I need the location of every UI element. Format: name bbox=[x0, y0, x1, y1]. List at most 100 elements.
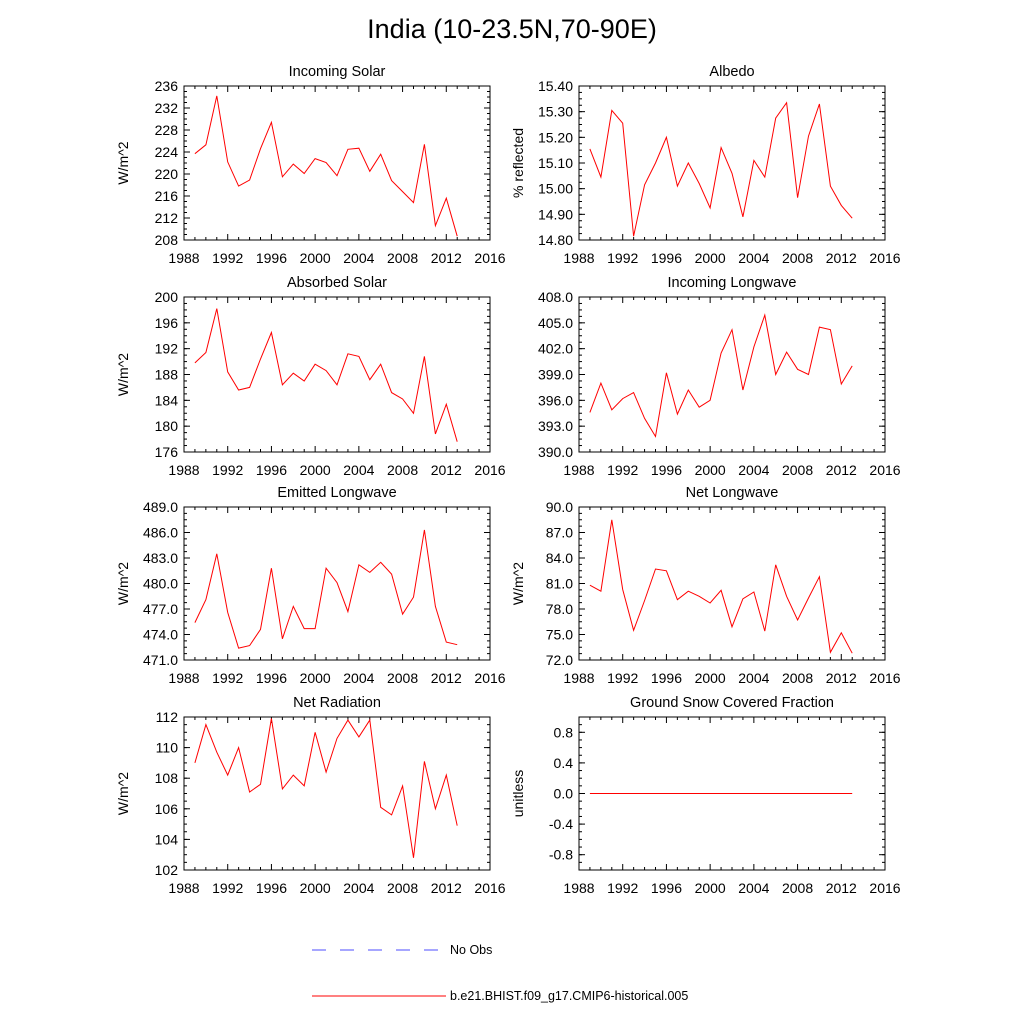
y-tick-label: 0.0 bbox=[554, 786, 574, 802]
chart-ground-snow-covered-fraction: Ground Snow Covered Fraction unitless 1988… bbox=[510, 695, 901, 896]
y-tick-label: 408.0 bbox=[538, 289, 573, 305]
y-tick-label: 405.0 bbox=[538, 315, 573, 331]
x-tick-label: 1996 bbox=[256, 880, 287, 896]
y-tick-label: 192 bbox=[155, 341, 179, 357]
y-tick-label: 14.90 bbox=[538, 206, 573, 222]
y-axis-label: % reflected bbox=[510, 128, 526, 198]
plot-frame bbox=[183, 85, 491, 241]
chart-net-longwave: Net Longwave W/m^2 1988 1992 1996 2000 2004 200… bbox=[510, 485, 901, 686]
x-tick-label: 2004 bbox=[343, 670, 374, 686]
plot-frame bbox=[578, 85, 886, 241]
x-tick-label: 1988 bbox=[563, 462, 594, 478]
x-tick-label: 2008 bbox=[387, 462, 418, 478]
y-tick-label: 489.0 bbox=[143, 499, 178, 515]
page-title: India (10-23.5N,70-90E) bbox=[367, 14, 657, 44]
y-tick-label: 232 bbox=[155, 100, 179, 116]
y-tick-label: 393.0 bbox=[538, 418, 573, 434]
x-tick-label: 1992 bbox=[212, 462, 243, 478]
x-tick-label: 1988 bbox=[168, 880, 199, 896]
y-tick-label: 486.0 bbox=[143, 525, 178, 541]
y-tick-label: 75.0 bbox=[546, 627, 573, 643]
x-tick-label: 2008 bbox=[387, 670, 418, 686]
x-tick-label: 2000 bbox=[695, 880, 726, 896]
x-tick-label: 2008 bbox=[782, 462, 813, 478]
x-tick-label: 2016 bbox=[869, 670, 900, 686]
x-tick-label: 1992 bbox=[212, 880, 243, 896]
y-tick-label: 72.0 bbox=[546, 652, 573, 668]
series-line bbox=[194, 718, 458, 858]
y-tick-label: 176 bbox=[155, 444, 179, 460]
y-tick-label: 471.0 bbox=[143, 652, 178, 668]
x-tick-label: 2004 bbox=[343, 880, 374, 896]
x-tick-label: 2016 bbox=[474, 670, 505, 686]
x-tick-label: 2012 bbox=[826, 250, 857, 266]
y-tick-label: 15.30 bbox=[538, 104, 573, 120]
x-tick-label: 1996 bbox=[651, 462, 682, 478]
x-tick-label: 2016 bbox=[474, 462, 505, 478]
y-axis-label: W/m^2 bbox=[115, 141, 131, 184]
x-tick-label: 1988 bbox=[168, 670, 199, 686]
y-tick-label: 84.0 bbox=[546, 550, 573, 566]
legend: No Obs b.e21.BHIST.f09_g17.CMIP6-histori… bbox=[312, 943, 688, 1003]
y-tick-label: 15.10 bbox=[538, 155, 573, 171]
plot-frame bbox=[183, 296, 491, 453]
x-tick-label: 2012 bbox=[826, 880, 857, 896]
y-tick-label: 480.0 bbox=[143, 576, 178, 592]
y-axis-label: W/m^2 bbox=[510, 562, 526, 605]
y-tick-label: 87.0 bbox=[546, 525, 573, 541]
x-tick-label: 1988 bbox=[168, 462, 199, 478]
chart-title: Incoming Solar bbox=[289, 64, 386, 80]
y-tick-label: 216 bbox=[155, 188, 179, 204]
y-tick-label: 184 bbox=[155, 392, 179, 408]
y-tick-label: -0.8 bbox=[549, 847, 573, 863]
x-tick-label: 2012 bbox=[431, 670, 462, 686]
x-tick-label: 2004 bbox=[738, 670, 769, 686]
x-tick-label: 2016 bbox=[869, 250, 900, 266]
x-tick-label: 2000 bbox=[695, 462, 726, 478]
chart-emitted-longwave: Emitted Longwave W/m^2 1988 1992 1996 2000 200… bbox=[115, 485, 506, 686]
series-line bbox=[589, 519, 853, 654]
x-tick-label: 1996 bbox=[256, 250, 287, 266]
y-tick-label: 212 bbox=[155, 210, 179, 226]
x-tick-label: 2000 bbox=[300, 880, 331, 896]
x-tick-label: 2004 bbox=[738, 880, 769, 896]
y-tick-label: 483.0 bbox=[143, 550, 178, 566]
chart-absorbed-solar: Absorbed Solar W/m^2 1988 1992 1996 2000 2004 2… bbox=[115, 275, 506, 478]
y-tick-label: 180 bbox=[155, 418, 179, 434]
y-tick-label: 81.0 bbox=[546, 576, 573, 592]
y-tick-label: -0.4 bbox=[549, 816, 573, 832]
x-tick-label: 2016 bbox=[474, 250, 505, 266]
x-tick-label: 1992 bbox=[212, 250, 243, 266]
series-line bbox=[589, 313, 853, 438]
y-tick-label: 474.0 bbox=[143, 627, 178, 643]
y-tick-label: 477.0 bbox=[143, 601, 178, 617]
x-tick-label: 2008 bbox=[782, 250, 813, 266]
x-tick-label: 1988 bbox=[563, 250, 594, 266]
x-tick-label: 1988 bbox=[168, 250, 199, 266]
y-tick-label: 224 bbox=[155, 144, 179, 160]
x-tick-label: 1992 bbox=[607, 880, 638, 896]
y-tick-label: 112 bbox=[156, 709, 179, 725]
x-tick-label: 2004 bbox=[343, 250, 374, 266]
y-tick-label: 228 bbox=[155, 122, 179, 138]
y-axis-label: unitless bbox=[510, 770, 526, 817]
chart-title: Ground Snow Covered Fraction bbox=[630, 695, 834, 711]
y-tick-label: 200 bbox=[155, 289, 179, 305]
chart-title: Net Longwave bbox=[686, 485, 779, 501]
x-tick-label: 2008 bbox=[782, 880, 813, 896]
x-tick-label: 2000 bbox=[695, 250, 726, 266]
chart-panels: Incoming Solar W/m^2 1988 1992 1996 2000 2004 2… bbox=[115, 64, 901, 896]
x-tick-label: 1992 bbox=[607, 250, 638, 266]
chart-net-radiation: Net Radiation W/m^2 1988 1992 1996 2000 2004 20… bbox=[115, 695, 506, 896]
x-tick-label: 2012 bbox=[826, 462, 857, 478]
y-tick-label: 15.00 bbox=[538, 181, 573, 197]
y-tick-label: 15.40 bbox=[538, 78, 573, 94]
y-tick-label: 102 bbox=[155, 862, 179, 878]
y-tick-label: 106 bbox=[155, 801, 179, 817]
y-tick-label: 110 bbox=[156, 740, 179, 756]
x-tick-label: 2008 bbox=[387, 250, 418, 266]
series-line bbox=[194, 95, 458, 237]
y-tick-label: 390.0 bbox=[538, 444, 573, 460]
x-tick-label: 1996 bbox=[651, 880, 682, 896]
